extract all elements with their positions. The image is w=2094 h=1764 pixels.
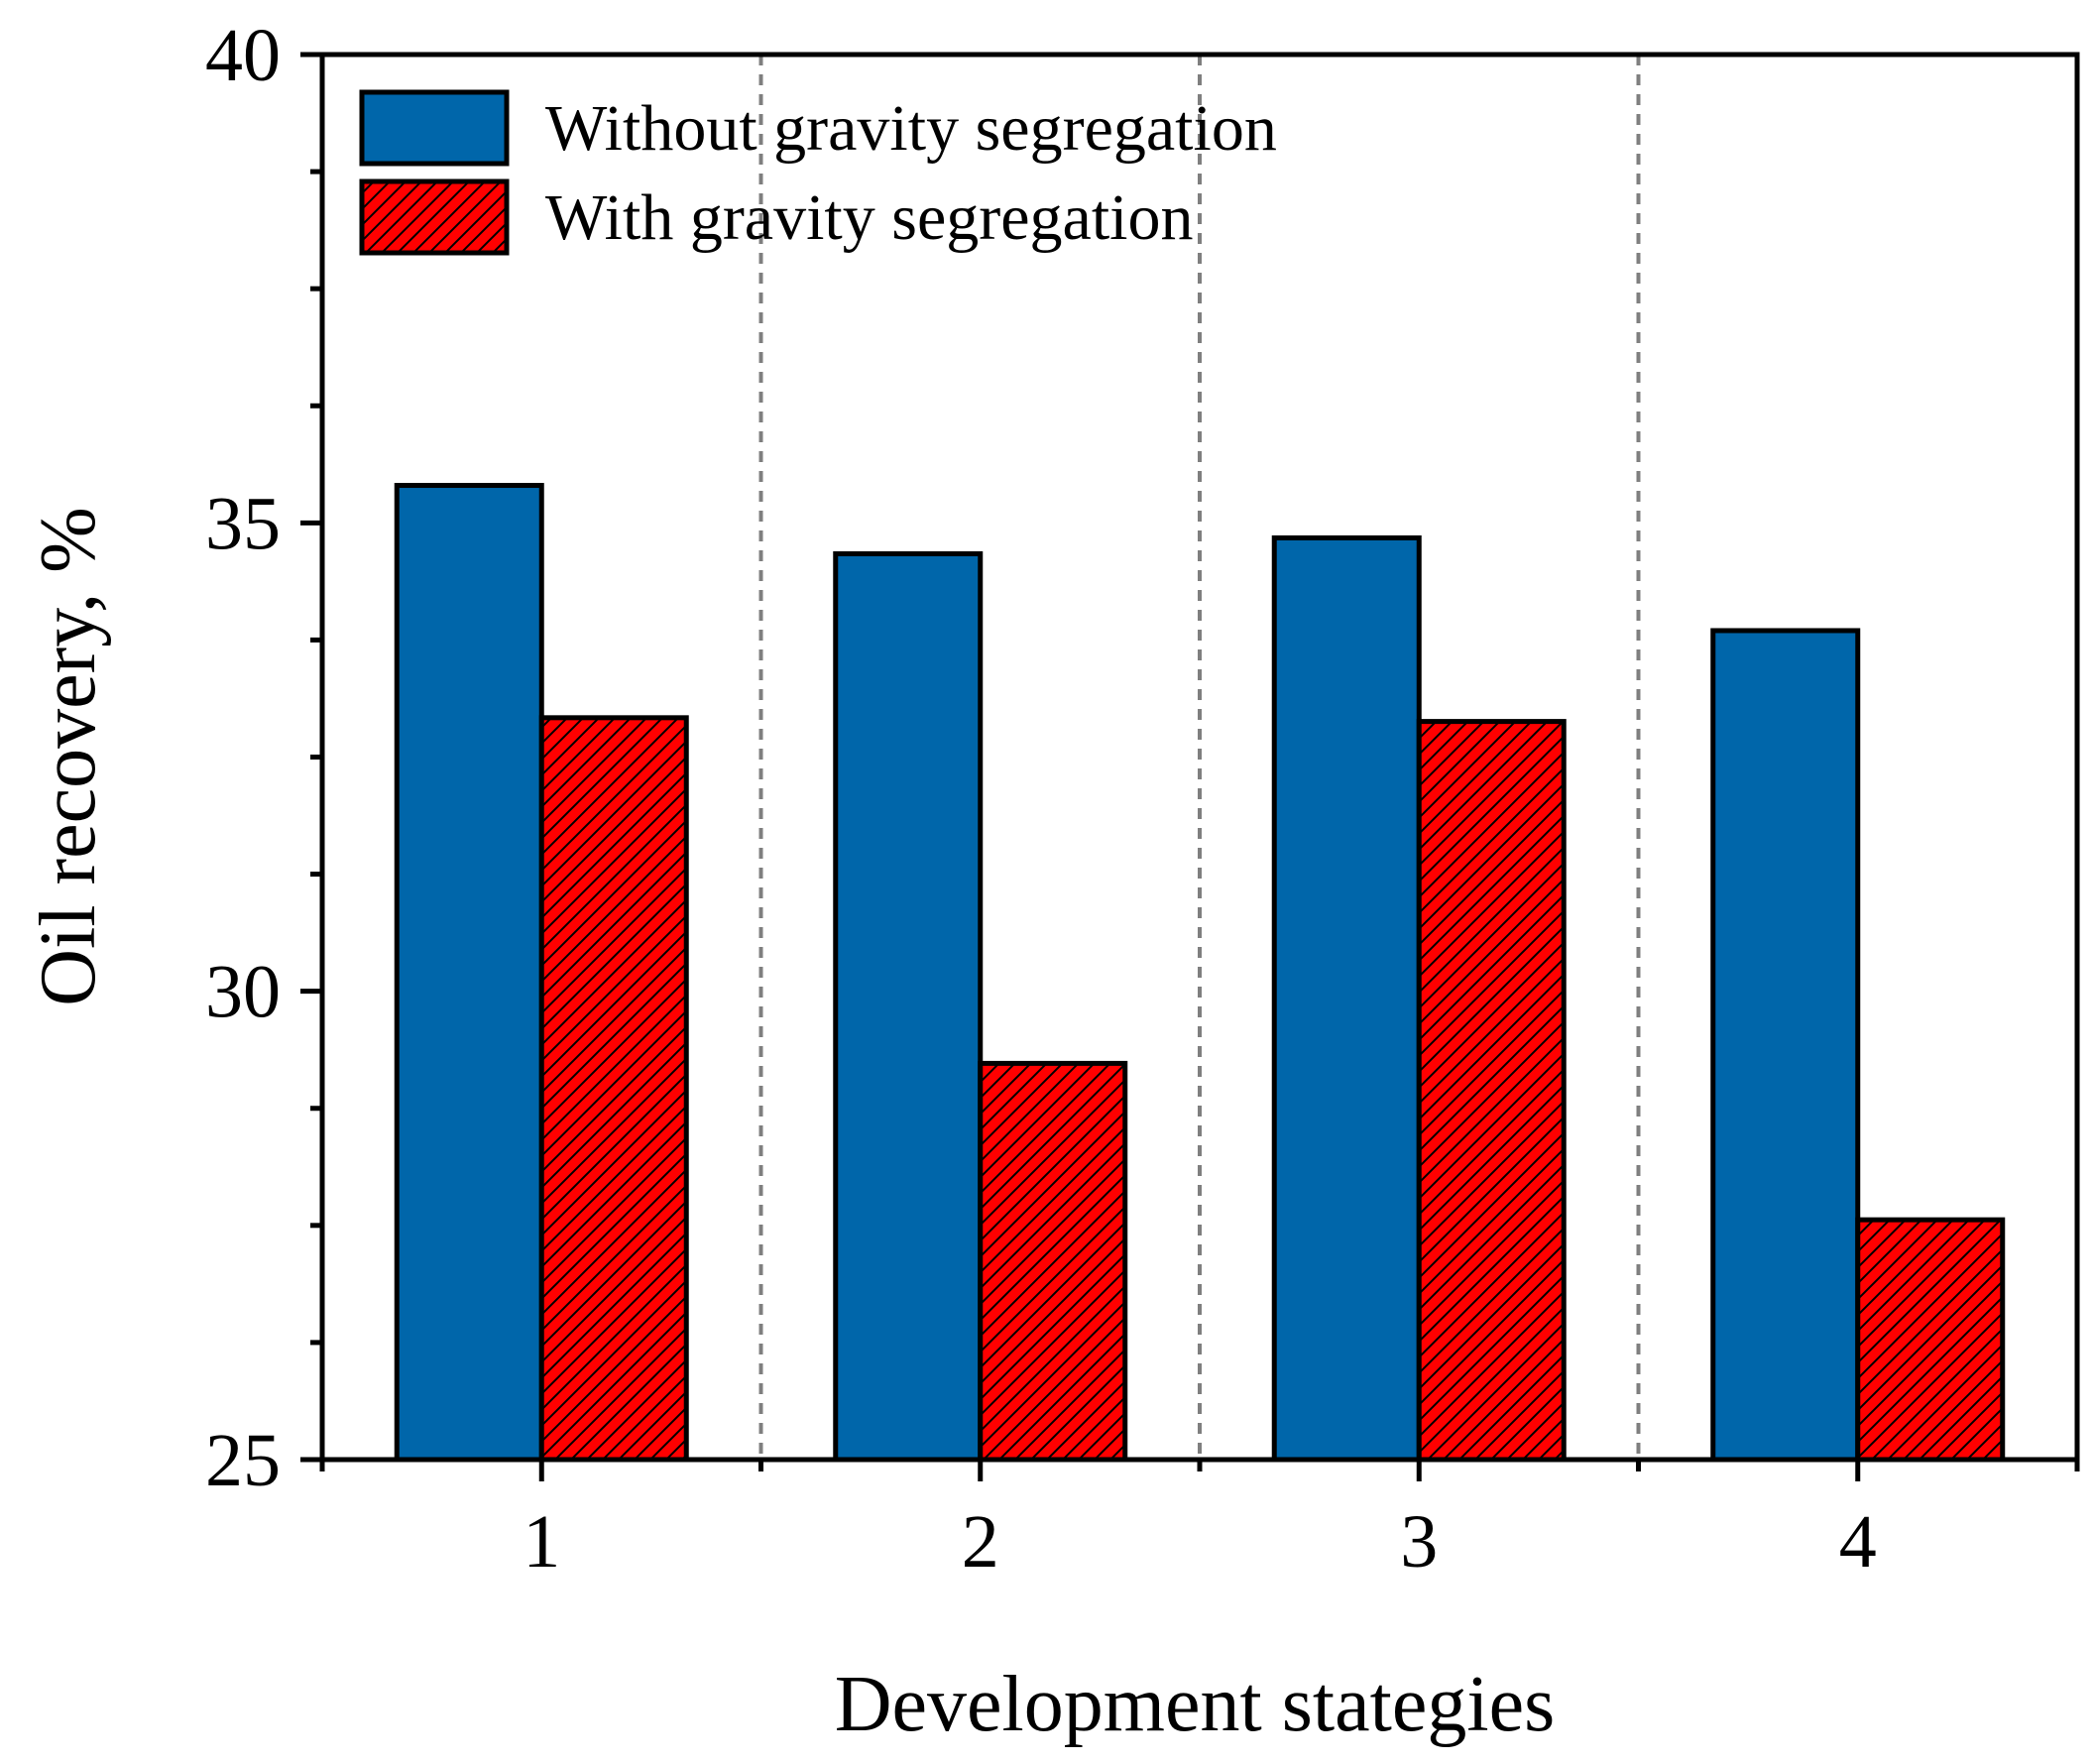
- y-tick-label-35: 35: [205, 482, 281, 565]
- x-axis-title: Development stategies: [835, 1661, 1555, 1748]
- x-tick-label-1: 1: [523, 1500, 560, 1584]
- legend: Without gravity segregation With gravity …: [359, 89, 1277, 256]
- legend-label-without: Without gravity segregation: [545, 92, 1277, 165]
- x-axis: 1 2 3 4: [319, 1460, 2080, 1584]
- legend-swatch-with: [359, 178, 510, 256]
- bar-with-1: [538, 715, 689, 1463]
- bar-without-2: [833, 551, 984, 1463]
- bar-without-4: [1710, 628, 1861, 1463]
- y-axis-title: Oil recovery, %: [25, 507, 112, 1005]
- legend-swatch-without: [359, 89, 510, 167]
- bar-without-3: [1271, 534, 1422, 1463]
- bar-with-3: [1416, 719, 1567, 1463]
- bar-with-4: [1855, 1217, 2006, 1463]
- x-tick-label-4: 4: [1839, 1500, 1877, 1584]
- bar-without-1: [394, 483, 544, 1463]
- bars-layer: [394, 483, 2006, 1463]
- y-tick-label-30: 30: [205, 951, 281, 1034]
- y-tick-label-40: 40: [205, 14, 281, 97]
- category-separators: [758, 55, 1641, 1460]
- x-tick-label-3: 3: [1400, 1500, 1438, 1584]
- y-tick-label-25: 25: [205, 1419, 281, 1502]
- x-tick-label-2: 2: [962, 1500, 999, 1584]
- y-axis: 25 30 35 40: [205, 14, 322, 1502]
- legend-label-with: With gravity segregation: [545, 181, 1194, 254]
- bar-with-2: [978, 1060, 1128, 1463]
